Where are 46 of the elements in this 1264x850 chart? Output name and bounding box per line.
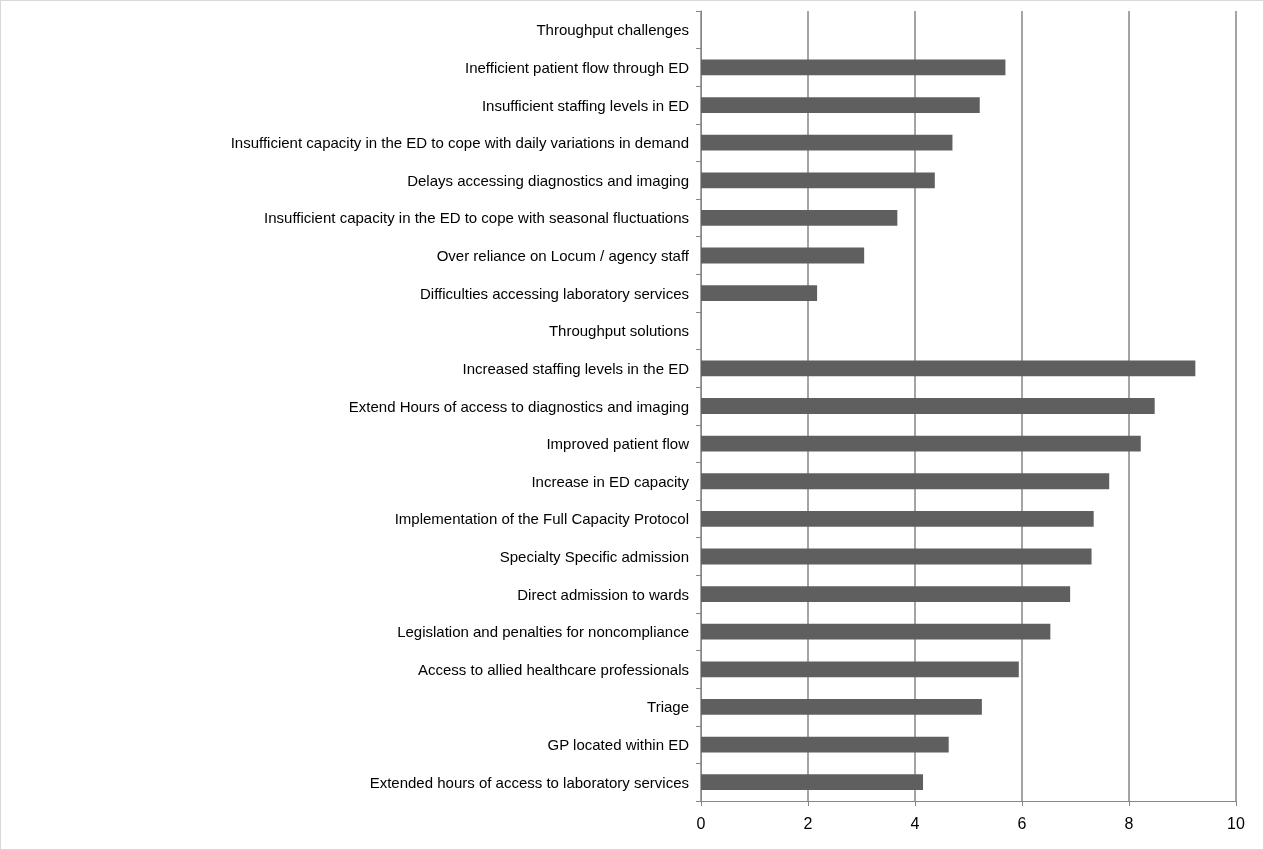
bar <box>701 285 818 302</box>
y-tick-label: Access to allied healthcare professionals <box>418 660 689 678</box>
bar <box>701 661 1019 678</box>
y-tick-label: Throughput challenges <box>536 21 689 39</box>
x-tick-label: 6 <box>1017 814 1027 832</box>
bar <box>701 473 1110 490</box>
y-tick-label: Increased staffing levels in the ED <box>462 359 690 377</box>
x-tick-label: 8 <box>1124 814 1134 832</box>
bar <box>701 210 898 226</box>
bar <box>701 360 1196 377</box>
bar <box>701 586 1071 602</box>
y-tick-label: Improved patient flow <box>546 435 690 453</box>
bar <box>701 59 1006 76</box>
y-tick-label: Extended hours of access to laboratory services <box>369 773 689 791</box>
y-tick-label: Legislation and penalties for noncompliance <box>397 623 689 641</box>
bar <box>701 97 980 113</box>
y-tick-label: Direct admission to wards <box>517 585 689 603</box>
bar <box>701 736 949 753</box>
x-tick-label: 0 <box>696 814 706 832</box>
y-tick-label: Over reliance on Locum / agency staff <box>436 247 690 265</box>
bar <box>701 435 1141 452</box>
y-tick-label: Inefficient patient flow through ED <box>464 58 690 76</box>
bar <box>701 623 1051 640</box>
y-tick-label: Triage <box>647 698 689 716</box>
y-tick-label: Specialty Specific admission <box>499 547 689 565</box>
bar <box>701 134 953 151</box>
y-tick-label: Throughput solutions <box>548 322 689 340</box>
bar <box>701 398 1155 414</box>
bar <box>701 699 982 715</box>
bar <box>701 548 1092 565</box>
y-tick-label: Implementation of the Full Capacity Protocol <box>394 510 689 528</box>
y-tick-label: Difficulties accessing laboratory services <box>420 284 689 302</box>
x-tick-label: 10 <box>1227 814 1245 832</box>
x-tick-label: 4 <box>910 814 920 832</box>
y-tick-label: Insufficient capacity in the ED to cope with seasonal fluctuations <box>264 209 689 227</box>
y-tick-label: GP located within ED <box>547 736 690 754</box>
bar <box>701 774 924 791</box>
bar <box>701 247 865 264</box>
bar <box>701 172 935 189</box>
y-tick-label: Insufficient staffing levels in ED <box>481 96 690 114</box>
y-tick-label: Increase in ED capacity <box>531 472 690 490</box>
x-tick-label: 2 <box>803 814 813 832</box>
y-tick-label: Insufficient capacity in the ED to cope with daily variations in demand <box>230 134 689 152</box>
bar <box>701 510 1094 527</box>
y-tick-label: Delays accessing diagnostics and imaging <box>407 171 689 189</box>
y-tick-label: Extend Hours of access to diagnostics and imaging <box>348 397 689 415</box>
